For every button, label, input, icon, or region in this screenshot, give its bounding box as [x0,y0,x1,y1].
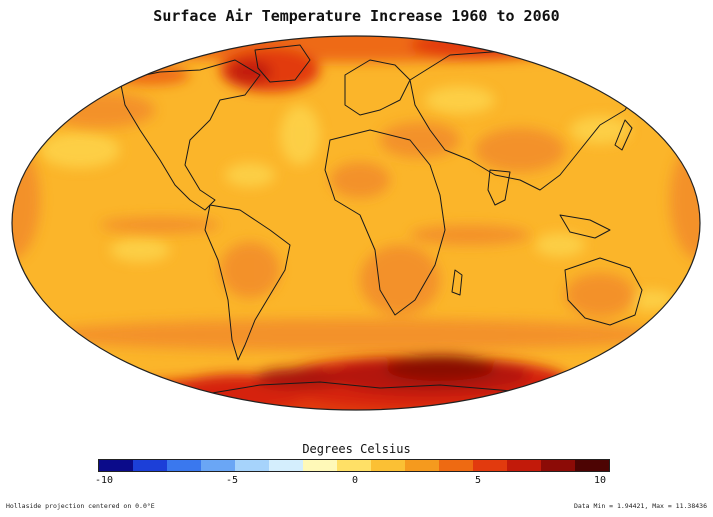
legend-swatch [541,460,575,471]
legend-swatch [303,460,337,471]
map-title: Surface Air Temperature Increase 1960 to… [153,7,560,25]
legend-swatch [99,460,133,471]
legend-swatch [201,460,235,471]
legend-swatch [337,460,371,471]
tick-label: -10 [94,475,114,486]
tick-label: 5 [474,475,482,486]
legend-swatch [473,460,507,471]
data-range-note: Data Min = 1.94421, Max = 11.38436 [573,502,707,510]
legend-swatch [133,460,167,471]
legend-swatch [575,460,609,471]
tick-label: 10 [593,475,607,486]
globe-outline [11,35,701,411]
legend-swatch [269,460,303,471]
legend-title: Degrees Celsius [302,442,411,456]
legend-swatch [235,460,269,471]
legend-swatch [167,460,201,471]
legend-swatch [405,460,439,471]
legend-swatch [507,460,541,471]
legend-swatch [439,460,473,471]
tick-label: -5 [225,475,239,486]
tick-label: 0 [351,475,359,486]
color-scale-bar [98,459,610,472]
projection-note: Hollaside projection centered on 0.0°E [6,502,155,510]
legend-swatch [371,460,405,471]
